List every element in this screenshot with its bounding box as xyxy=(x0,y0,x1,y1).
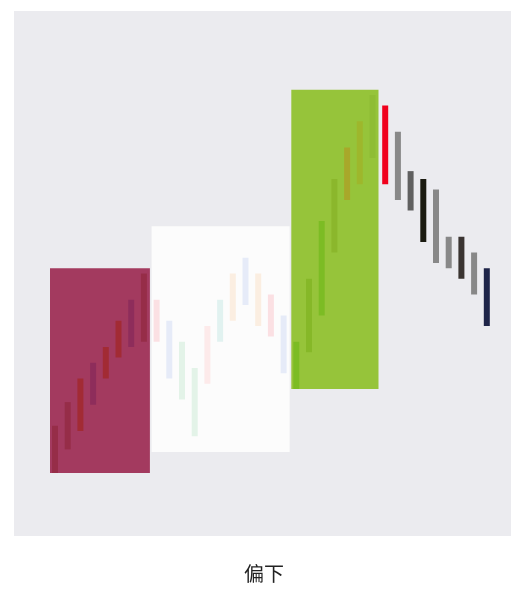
bar-18 xyxy=(267,294,274,337)
bar-4 xyxy=(90,362,97,405)
bar-11 xyxy=(179,341,185,400)
bar-25 xyxy=(356,121,363,185)
bar-17 xyxy=(255,273,262,326)
bar-5 xyxy=(102,347,109,379)
chart-caption: 偏下 xyxy=(244,562,284,586)
bar-1 xyxy=(52,425,58,473)
bar-33 xyxy=(458,236,465,279)
bar-layer xyxy=(52,95,490,473)
bar-30 xyxy=(420,179,427,242)
bar-7 xyxy=(128,299,135,347)
bar-22 xyxy=(318,221,325,316)
bar-16 xyxy=(242,257,249,305)
bar-32 xyxy=(445,236,452,269)
bar-34 xyxy=(471,252,478,295)
bar-24 xyxy=(344,147,351,200)
bar-31 xyxy=(433,189,439,263)
bar-35 xyxy=(483,268,490,326)
bar-14 xyxy=(217,299,224,342)
bar-8 xyxy=(140,273,147,342)
bar-10 xyxy=(166,320,173,379)
bar-2 xyxy=(64,402,71,450)
bar-12 xyxy=(191,368,198,437)
bar-21 xyxy=(306,278,312,353)
bar-27 xyxy=(382,105,389,185)
bar-28 xyxy=(394,131,401,200)
bar-29 xyxy=(407,171,414,211)
bar-20 xyxy=(293,341,300,389)
bar-6 xyxy=(115,320,122,358)
bar-9 xyxy=(153,299,160,342)
bar-13 xyxy=(204,326,211,384)
bar-26 xyxy=(369,95,376,158)
bar-19 xyxy=(280,315,287,374)
bar-23 xyxy=(331,179,338,253)
bar-3 xyxy=(77,378,84,431)
bar-15 xyxy=(229,273,236,321)
